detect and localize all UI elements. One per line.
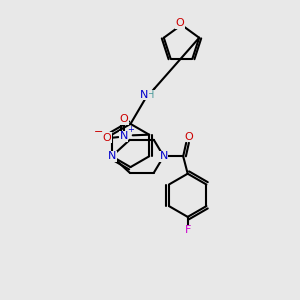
Text: N: N (108, 151, 116, 161)
Text: +: + (127, 125, 134, 134)
Text: O: O (102, 133, 111, 143)
Text: N: N (140, 90, 148, 100)
Text: H: H (147, 90, 155, 100)
Text: O: O (185, 132, 194, 142)
Text: O: O (176, 18, 184, 28)
Text: F: F (184, 225, 191, 236)
Text: −: − (94, 127, 103, 137)
Text: N: N (160, 151, 168, 161)
Text: N: N (119, 131, 128, 141)
Text: O: O (119, 114, 128, 124)
